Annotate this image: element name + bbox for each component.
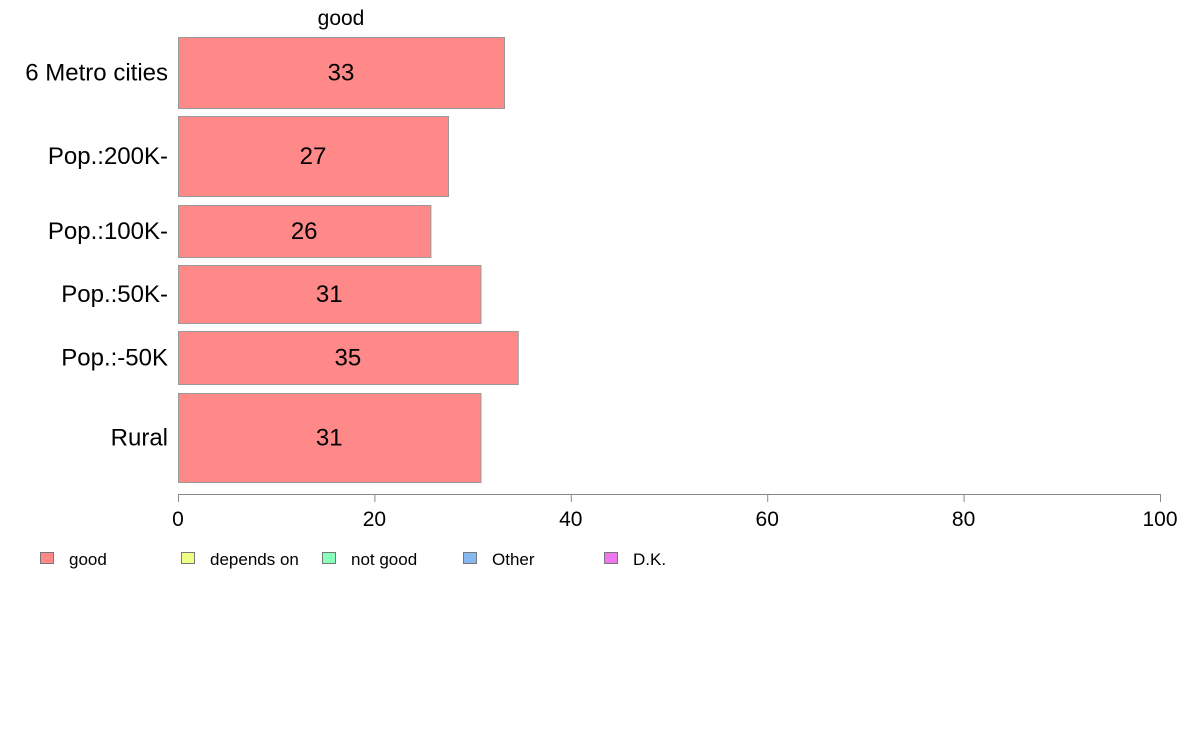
value-label: 35: [335, 345, 362, 372]
x-tick-label: 40: [559, 508, 582, 531]
category-label: 6 Metro cities: [25, 60, 168, 87]
x-tick-label: 20: [363, 508, 386, 531]
category-label: Pop.:200K-: [48, 143, 168, 170]
legend-swatch: [463, 552, 477, 564]
x-tick-label: 100: [1142, 508, 1177, 531]
value-labels: 33 27 26 31 35 31: [291, 60, 361, 452]
category-label: Pop.:100K-: [48, 218, 168, 245]
legend-label: good: [69, 550, 107, 569]
legend-label: Other: [492, 550, 535, 569]
legend: good depends on not good Other D.K.: [40, 550, 666, 569]
value-label: 31: [316, 281, 343, 308]
bars-group: [178, 37, 519, 483]
value-label: 26: [291, 218, 318, 245]
bar: [178, 205, 432, 258]
value-label: 33: [328, 60, 355, 87]
bar: [178, 37, 506, 109]
legend-swatch: [181, 552, 195, 564]
category-labels: 6 Metro cities Pop.:200K- Pop.:100K- Pop.:5…: [25, 60, 168, 452]
bar: [178, 116, 450, 197]
chart-title: good: [318, 7, 365, 30]
category-label: Pop.:-50K: [61, 345, 168, 372]
x-tick-label: 80: [952, 508, 975, 531]
legend-label: D.K.: [633, 550, 666, 569]
x-axis: 0 20 40 60 80 100: [172, 494, 1178, 531]
bar: [178, 265, 482, 324]
legend-swatch: [604, 552, 618, 564]
legend-swatch: [322, 552, 336, 564]
value-label: 27: [300, 143, 327, 170]
bar: [178, 393, 482, 483]
legend-label: not good: [351, 550, 417, 569]
bar: [178, 331, 519, 385]
legend-swatch: [40, 552, 54, 564]
value-label: 31: [316, 425, 343, 452]
x-tick-label: 60: [756, 508, 779, 531]
legend-label: depends on: [210, 550, 299, 569]
category-label: Pop.:50K-: [61, 281, 168, 308]
category-label: Rural: [111, 425, 168, 452]
x-tick-label: 0: [172, 508, 184, 531]
